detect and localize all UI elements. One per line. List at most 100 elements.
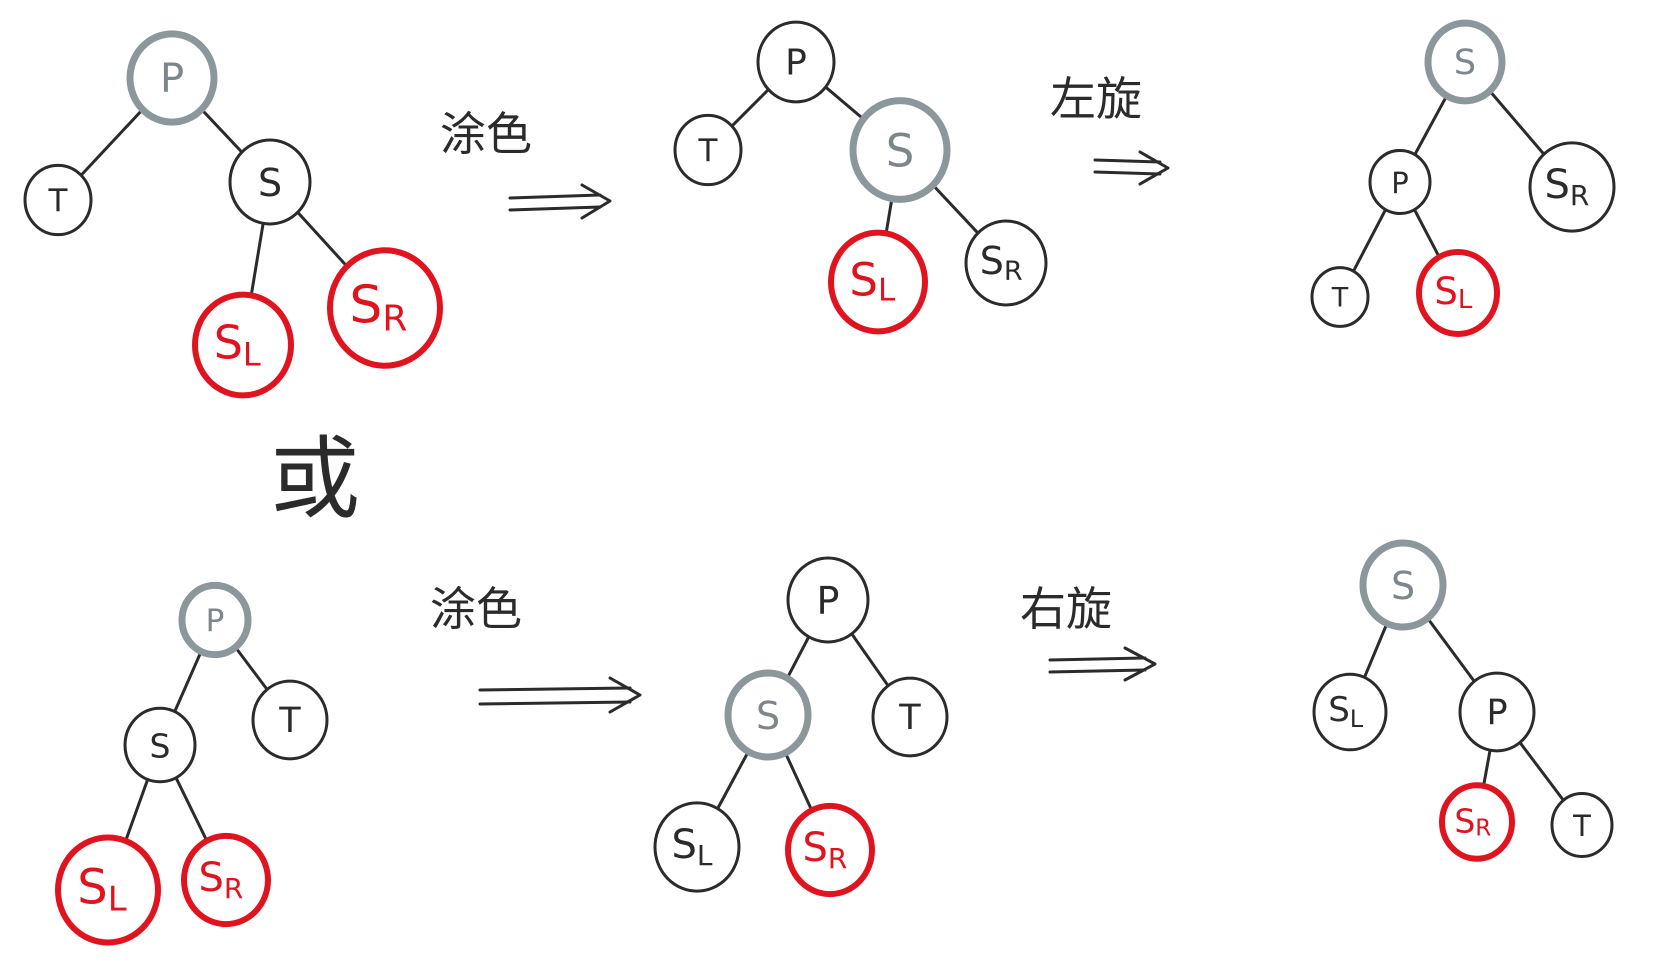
node-circle — [828, 229, 928, 335]
tree1-node-sl: SL — [192, 291, 294, 399]
node-circle — [724, 669, 812, 761]
tree4-edge-s-sr — [173, 774, 210, 844]
tree6-edge-p-sr — [1481, 746, 1492, 790]
tree1-node-t: T — [23, 163, 93, 237]
tree4-node-sl: SL — [55, 834, 161, 946]
tree1-node-p: P — [126, 30, 218, 126]
node-label: P — [206, 603, 225, 639]
node-label: S — [1454, 43, 1476, 83]
tree6-node-t: T — [1550, 792, 1614, 858]
node-circle — [1416, 249, 1500, 337]
node-circle — [178, 581, 252, 659]
node-label: T — [278, 701, 301, 741]
tree1-edge-s-sr — [295, 210, 350, 269]
tree2-node-s: S — [849, 97, 951, 203]
tree4-edge-p-t — [233, 644, 270, 692]
tree3-node-sl: SL — [1416, 249, 1500, 337]
node-label: SL — [1328, 690, 1364, 733]
node-circle — [123, 706, 197, 784]
node-circle — [653, 801, 741, 893]
tree1-edge-p-t — [79, 107, 145, 178]
node-label: T — [1572, 809, 1591, 843]
node-label: P — [160, 56, 184, 102]
node-label: S — [886, 125, 915, 178]
tree5-edge-s-sr — [783, 749, 814, 814]
op-label-recolor-bottom: 涂色 — [430, 582, 522, 636]
tree2-edge-s-sr — [930, 182, 981, 236]
node-circle — [849, 97, 951, 203]
node-label: SR — [980, 239, 1023, 287]
node-circle — [871, 676, 949, 758]
op-label-rotate-right: 右旋 — [1020, 582, 1112, 636]
arrow-rotate-right — [1048, 646, 1157, 682]
tree1-node-s: S — [228, 138, 312, 226]
tree2-node-sr: SR — [964, 219, 1048, 307]
tree3-edge-p-sl — [1412, 207, 1442, 260]
tree4-node-sr: SR — [181, 832, 271, 928]
tree3-node-s: S — [1424, 19, 1506, 105]
tree6-edge-s-p — [1425, 615, 1477, 684]
node-circle — [181, 832, 271, 928]
tree4-edge-s-sl — [123, 776, 150, 845]
tree4-node-t: T — [251, 679, 329, 761]
node-circle — [1424, 19, 1506, 105]
tree6-node-p: P — [1458, 671, 1536, 753]
tree5-node-sl: SL — [653, 801, 741, 893]
tree4-node-s: S — [123, 706, 197, 784]
node-circle — [126, 30, 218, 126]
tree2-edge-p-t — [729, 87, 771, 129]
tree2-node-p: P — [756, 20, 836, 104]
tree3-node-p: P — [1368, 149, 1432, 215]
node-circle — [756, 20, 836, 104]
tree5-node-p: P — [786, 556, 870, 644]
edges-layer — [79, 85, 1566, 845]
node-circle — [1368, 149, 1432, 215]
tree2-edge-p-s — [823, 85, 866, 122]
tree5-node-sr: SR — [785, 802, 875, 898]
tree2-node-t: T — [673, 113, 743, 187]
tree5-edge-p-t — [849, 631, 891, 689]
tree3-node-sr: SR — [1528, 141, 1616, 233]
node-circle — [1312, 672, 1388, 752]
tree6-edge-s-sl — [1362, 620, 1390, 681]
node-circle — [785, 802, 875, 898]
node-circle — [1439, 782, 1515, 862]
node-circle — [1528, 141, 1616, 233]
node-label: P — [1391, 166, 1409, 200]
node-label: T — [698, 133, 719, 169]
node-label: SL — [77, 860, 126, 920]
node-label: SR — [803, 825, 848, 875]
tree1-edge-p-s — [199, 107, 245, 155]
node-label: SR — [349, 275, 407, 339]
node-circle — [673, 113, 743, 187]
node-label: S — [150, 727, 171, 766]
tree6-node-s: S — [1359, 539, 1447, 631]
node-circle — [1359, 539, 1447, 631]
node-label: T — [898, 698, 921, 738]
node-circle — [786, 556, 870, 644]
node-circle — [228, 138, 312, 226]
node-label: SR — [199, 855, 244, 905]
tree6-node-sl: SL — [1312, 672, 1388, 752]
arrow-rotate-left — [1093, 150, 1170, 186]
or-label: 或 — [270, 427, 360, 532]
tree5-edge-p-s — [785, 633, 811, 682]
tree6-edge-p-t — [1517, 740, 1566, 803]
tree1-node-sr: SR — [327, 247, 443, 369]
tree4-edge-p-s — [172, 648, 204, 715]
tree6-node-sr: SR — [1439, 782, 1515, 862]
node-label: SL — [1434, 270, 1473, 316]
node-circle — [23, 163, 93, 237]
tree3-edge-s-sr — [1487, 88, 1547, 157]
node-circle — [1550, 792, 1614, 858]
node-label: SR — [1545, 162, 1590, 212]
tree5-edge-s-sl — [715, 748, 751, 812]
node-label: SL — [671, 822, 712, 872]
tree3-node-t: T — [1310, 266, 1370, 328]
node-label: T — [1331, 283, 1349, 314]
node-label: SR — [1454, 801, 1491, 842]
op-label-recolor-top: 涂色 — [440, 107, 532, 161]
node-label: P — [817, 579, 840, 623]
